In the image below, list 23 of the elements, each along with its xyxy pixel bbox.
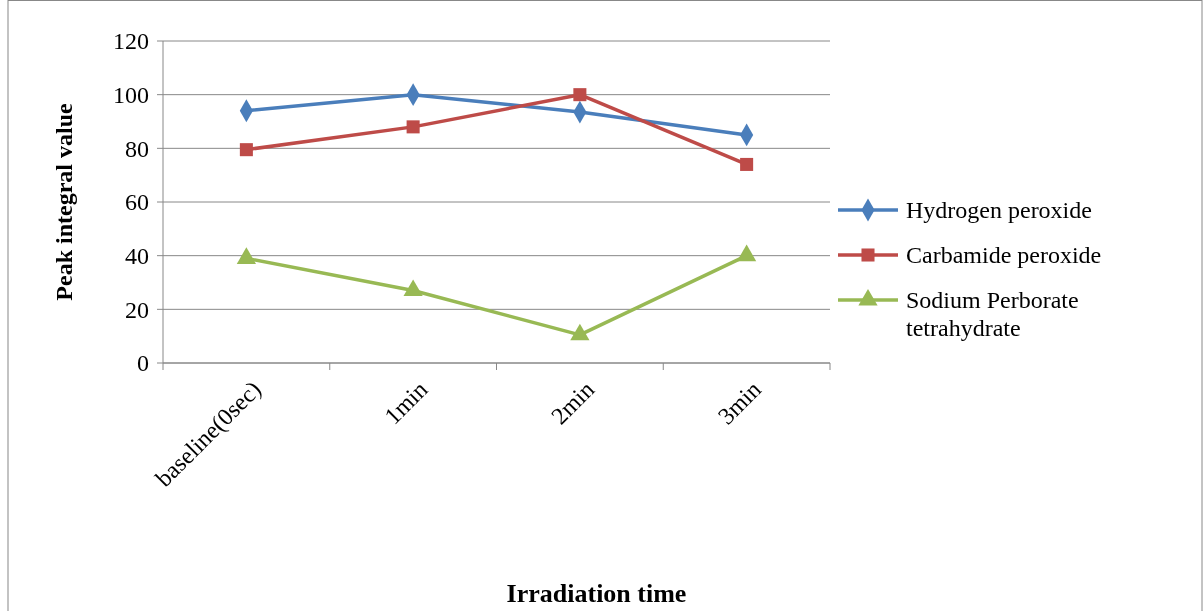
y-tick-label: 120 — [113, 28, 149, 55]
y-tick-label: 80 — [125, 135, 149, 162]
x-tick-label: 1min — [379, 376, 433, 430]
legend-label: Hydrogen peroxide — [906, 197, 1092, 224]
x-axis-title: Irradiation time — [506, 579, 687, 608]
point — [740, 157, 754, 171]
y-tick-label: 60 — [125, 189, 149, 216]
legend-label: Sodium Perborate tetrahydrate — [906, 287, 1079, 342]
point — [403, 279, 423, 297]
x-tick-label: 2min — [546, 376, 600, 430]
point — [573, 88, 587, 102]
y-tick-label: 40 — [125, 243, 149, 270]
legend-label: Carbamide peroxide — [906, 242, 1102, 269]
x-tick-label: 3min — [712, 376, 767, 430]
y-tick-label: 20 — [125, 296, 149, 323]
point — [236, 247, 256, 264]
point — [570, 323, 590, 341]
point — [406, 120, 420, 134]
point — [239, 143, 253, 157]
y-tick-label: 100 — [113, 82, 149, 109]
y-tick-label: 0 — [137, 350, 149, 377]
point — [737, 244, 757, 262]
y-axis-title: Peak integral value — [51, 103, 77, 301]
